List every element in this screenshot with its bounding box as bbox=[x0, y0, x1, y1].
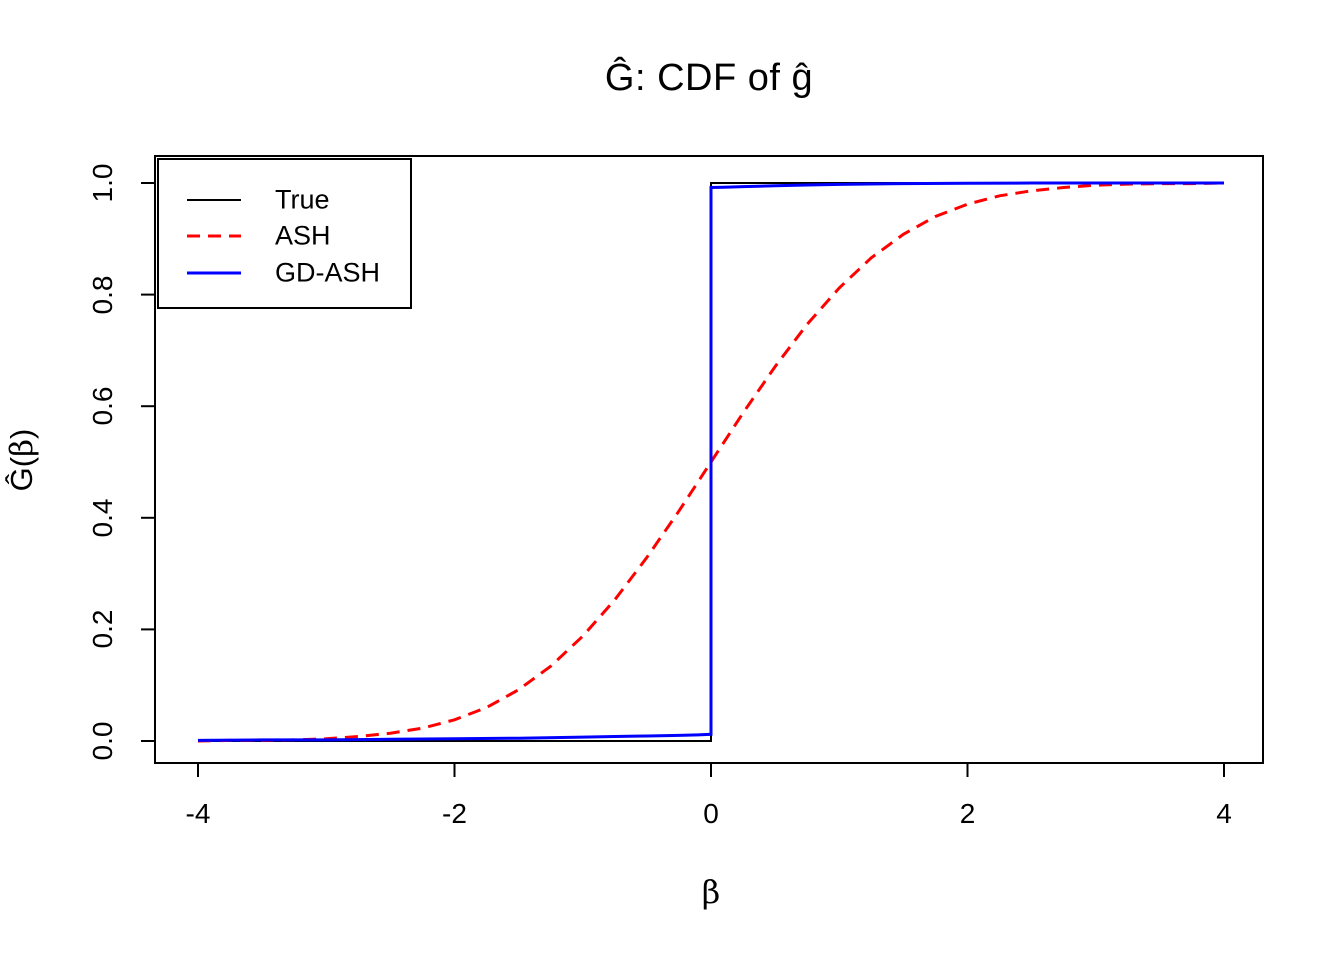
x-tick-label: -4 bbox=[185, 798, 211, 829]
legend-label: ASH bbox=[275, 220, 331, 251]
y-axis-label: Ĝ(β) bbox=[4, 428, 40, 492]
x-tick-label: 2 bbox=[959, 798, 976, 829]
y-tick-label: 0.8 bbox=[87, 275, 118, 315]
y-axis-label-prefix: Ĝ( bbox=[4, 456, 39, 492]
plot-border bbox=[154, 155, 1264, 764]
x-tick-label: -2 bbox=[442, 798, 467, 829]
y-tick-label: 0.2 bbox=[87, 609, 118, 649]
y-tick-label: 0.0 bbox=[87, 721, 118, 761]
y-axis-label-beta: β bbox=[4, 438, 40, 457]
x-tick-label: 0 bbox=[703, 798, 719, 829]
y-tick-label: 0.4 bbox=[87, 498, 118, 538]
legend-label: GD-ASH bbox=[275, 257, 381, 288]
legend-box: True ASH GD-ASH bbox=[157, 158, 412, 309]
legend-label: True bbox=[275, 184, 330, 215]
y-tick-label: 0.6 bbox=[87, 386, 118, 426]
x-tick-label: 4 bbox=[1216, 798, 1232, 829]
y-tick-label: 1.0 bbox=[87, 163, 118, 203]
legend-line-sample bbox=[187, 234, 241, 238]
x-axis-label: β bbox=[701, 873, 721, 911]
series-line-ash bbox=[197, 181, 1225, 743]
chart-title: Ĝ: CDF of ĝ bbox=[604, 57, 814, 99]
series-line-gd-ash bbox=[197, 181, 1224, 742]
y-axis-label-suffix: ) bbox=[4, 428, 39, 439]
legend-line-sample bbox=[187, 271, 241, 275]
legend-line-sample bbox=[187, 199, 241, 201]
